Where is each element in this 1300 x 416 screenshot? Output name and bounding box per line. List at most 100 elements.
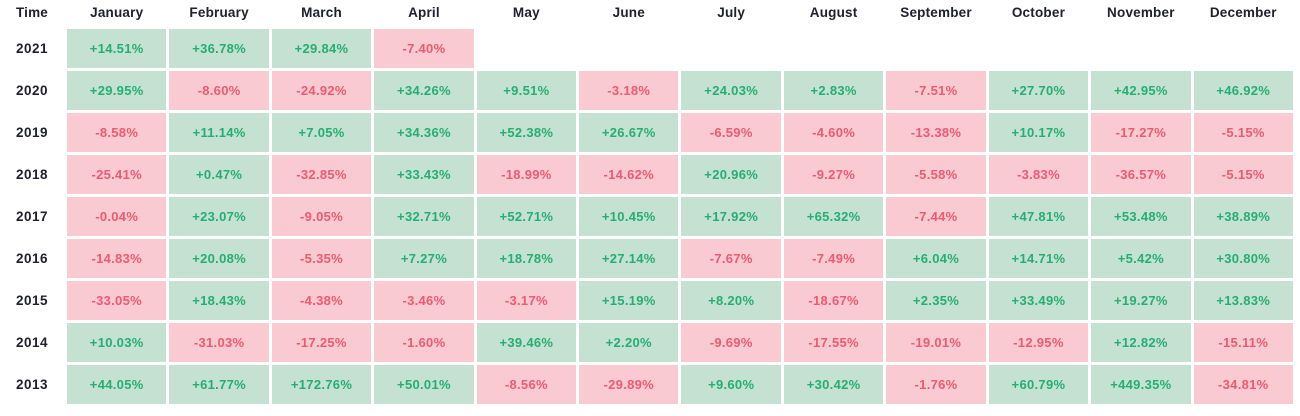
return-cell: -7.40% (374, 29, 474, 68)
return-cell: -7.49% (783, 239, 884, 278)
return-cell: +19.27% (1091, 281, 1191, 320)
return-cell: +27.70% (988, 71, 1089, 110)
return-cell: -3.18% (579, 71, 679, 110)
return-cell: +13.83% (1193, 281, 1293, 320)
return-cell (1091, 29, 1191, 68)
return-cell: +5.42% (1091, 239, 1191, 278)
return-cell: +36.78% (169, 29, 269, 68)
return-cell: -7.44% (886, 197, 986, 236)
return-cell: +61.77% (169, 365, 269, 404)
table-header-row: Time January February March April May June Jul… (0, 2, 1293, 22)
column-header-january: January (67, 2, 167, 22)
return-cell: +8.20% (681, 281, 781, 320)
return-cell: -14.83% (67, 239, 167, 278)
return-cell: +26.67% (579, 113, 679, 152)
return-cell: -19.01% (886, 323, 986, 362)
return-cell: +7.27% (374, 239, 474, 278)
return-cell: +2.83% (783, 71, 884, 110)
return-cell: +30.42% (783, 365, 884, 404)
return-cell: -1.60% (374, 323, 474, 362)
return-cell: -33.05% (67, 281, 167, 320)
return-cell: -6.59% (681, 113, 781, 152)
return-cell: +10.45% (579, 197, 679, 236)
return-cell (783, 29, 884, 68)
return-cell: -24.92% (271, 71, 372, 110)
return-cell: -31.03% (169, 323, 269, 362)
return-cell: +18.43% (169, 281, 269, 320)
return-cell: +24.03% (681, 71, 781, 110)
return-cell: -17.55% (783, 323, 884, 362)
row-header-2013: 2013 (0, 365, 64, 404)
table-body: 2021 +14.51% +36.78% +29.84% -7.40% 2020 +29.9… (0, 29, 1293, 404)
return-cell: -8.58% (67, 113, 167, 152)
return-cell: +14.71% (988, 239, 1089, 278)
return-cell: +44.05% (67, 365, 167, 404)
return-cell: +172.76% (271, 365, 372, 404)
return-cell: -14.62% (579, 155, 679, 194)
row-header-2015: 2015 (0, 281, 64, 320)
return-cell: -4.38% (271, 281, 372, 320)
return-cell: +29.84% (271, 29, 372, 68)
return-cell: +449.35% (1091, 365, 1191, 404)
return-cell: +52.71% (476, 197, 577, 236)
return-cell: +29.95% (67, 71, 167, 110)
return-cell: +9.60% (681, 365, 781, 404)
return-cell: +50.01% (374, 365, 474, 404)
return-cell: +27.14% (579, 239, 679, 278)
return-cell: +20.08% (169, 239, 269, 278)
return-cell: +9.51% (476, 71, 577, 110)
monthly-returns-table: Time January February March April May June Jul… (0, 2, 1293, 404)
return-cell: +14.51% (67, 29, 167, 68)
row-header-2014: 2014 (0, 323, 64, 362)
column-header-may: May (476, 2, 577, 22)
return-cell: -3.17% (476, 281, 577, 320)
return-cell: -4.60% (783, 113, 884, 152)
return-cell: +23.07% (169, 197, 269, 236)
return-cell: +60.79% (988, 365, 1089, 404)
return-cell: +33.49% (988, 281, 1089, 320)
column-header-november: November (1091, 2, 1191, 22)
return-cell: +39.46% (476, 323, 577, 362)
return-cell: -3.46% (374, 281, 474, 320)
column-header-december: December (1193, 2, 1293, 22)
return-cell: +47.81% (988, 197, 1089, 236)
return-cell: -25.41% (67, 155, 167, 194)
return-cell: +0.47% (169, 155, 269, 194)
return-cell: -17.27% (1091, 113, 1191, 152)
return-cell: -9.27% (783, 155, 884, 194)
return-cell: -0.04% (67, 197, 167, 236)
return-cell (579, 29, 679, 68)
return-cell: +18.78% (476, 239, 577, 278)
return-cell: -36.57% (1091, 155, 1191, 194)
return-cell: +10.17% (988, 113, 1089, 152)
return-cell: -5.15% (1193, 113, 1293, 152)
return-cell: -5.15% (1193, 155, 1293, 194)
return-cell: +15.19% (579, 281, 679, 320)
return-cell: -18.99% (476, 155, 577, 194)
column-header-february: February (169, 2, 269, 22)
return-cell (988, 29, 1089, 68)
return-cell: +34.26% (374, 71, 474, 110)
return-cell: -5.58% (886, 155, 986, 194)
return-cell: +2.35% (886, 281, 986, 320)
column-header-august: August (783, 2, 884, 22)
return-cell: -8.56% (476, 365, 577, 404)
return-cell: +12.82% (1091, 323, 1191, 362)
time-column-header: Time (0, 2, 64, 22)
return-cell (476, 29, 577, 68)
return-cell: +65.32% (783, 197, 884, 236)
return-cell: -29.89% (579, 365, 679, 404)
return-cell: -32.85% (271, 155, 372, 194)
return-cell: +10.03% (67, 323, 167, 362)
row-header-2018: 2018 (0, 155, 64, 194)
return-cell (886, 29, 986, 68)
return-cell: +52.38% (476, 113, 577, 152)
return-cell: -1.76% (886, 365, 986, 404)
row-header-2016: 2016 (0, 239, 64, 278)
return-cell: +38.89% (1193, 197, 1293, 236)
return-cell: +53.48% (1091, 197, 1191, 236)
column-header-april: April (374, 2, 474, 22)
return-cell (1193, 29, 1293, 68)
column-header-june: June (579, 2, 679, 22)
return-cell: +42.95% (1091, 71, 1191, 110)
